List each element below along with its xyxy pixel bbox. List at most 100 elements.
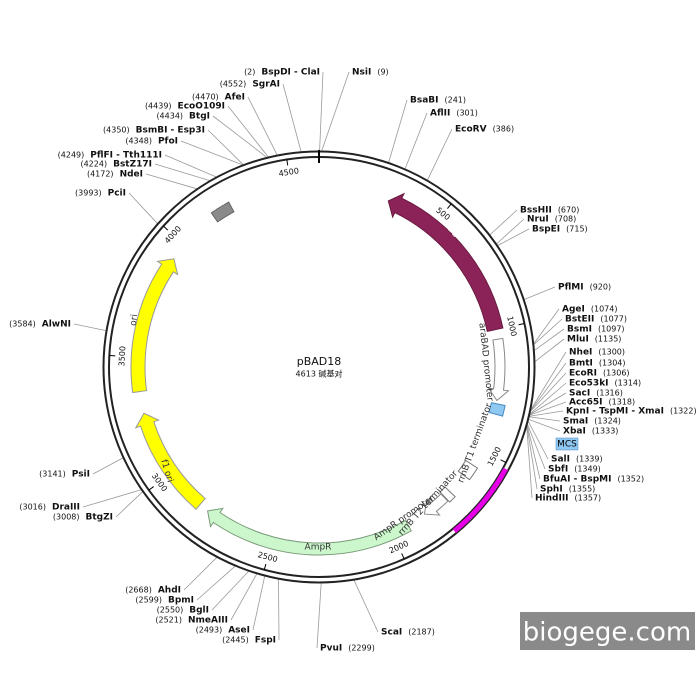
site-position: (2) xyxy=(244,68,255,77)
site-position: (1333) xyxy=(592,427,619,436)
ring-band xyxy=(452,467,508,534)
site-position: (4224) xyxy=(80,160,107,169)
site-line xyxy=(530,362,567,412)
site-position: (1304) xyxy=(599,359,626,368)
site-line xyxy=(316,582,322,649)
site-name: BtgI xyxy=(189,112,210,122)
site-line xyxy=(530,372,567,412)
site-name: BfuAI - BspMI xyxy=(543,475,611,485)
site-name: AhdI xyxy=(158,586,181,596)
site-line xyxy=(526,424,541,480)
tick-mark xyxy=(148,486,155,491)
site-line xyxy=(527,420,549,460)
site-position: (920) xyxy=(590,283,612,292)
tick-mark xyxy=(447,203,452,209)
tick-mark xyxy=(401,553,405,560)
site-line xyxy=(154,163,210,181)
features xyxy=(130,192,510,556)
site-position: (386) xyxy=(493,125,515,134)
site-name: PflMI xyxy=(558,283,584,293)
site-line xyxy=(496,218,525,245)
site-position: (1339) xyxy=(576,455,603,464)
site-position: (1318) xyxy=(609,398,636,407)
site-line xyxy=(319,71,324,152)
site-line xyxy=(526,426,533,499)
site-position: (2493) xyxy=(196,626,223,635)
feature-label: ori xyxy=(129,314,140,327)
feature xyxy=(130,258,179,394)
site-name: NruI xyxy=(527,215,549,225)
site-line xyxy=(388,99,408,163)
site-name: SalI xyxy=(551,455,570,465)
site-line xyxy=(92,457,124,475)
site-position: (1357) xyxy=(575,494,602,503)
site-line xyxy=(73,323,107,332)
site-line xyxy=(533,318,563,345)
site-line xyxy=(230,573,258,621)
site-name: AfeI xyxy=(225,93,245,103)
site-position: (1316) xyxy=(596,389,623,398)
site-line xyxy=(282,83,302,152)
site-line xyxy=(278,579,280,641)
site-position: (2521) xyxy=(155,616,182,625)
feature xyxy=(207,507,412,556)
site-name: PfoI xyxy=(158,137,178,147)
site-position: (4249) xyxy=(58,151,85,160)
watermark-box xyxy=(520,612,695,650)
site-line xyxy=(526,423,546,470)
watermark: biogege.com xyxy=(523,618,691,648)
tick-mark xyxy=(500,459,507,463)
site-name: BspDI - ClaI xyxy=(261,68,320,78)
site-line xyxy=(489,209,518,236)
site-position: (4552) xyxy=(220,80,247,89)
site-line xyxy=(353,579,379,633)
site-line xyxy=(183,557,218,591)
site-position: (2187) xyxy=(408,628,435,637)
site-position: (4348) xyxy=(125,137,152,146)
site-name: FspI xyxy=(255,636,276,646)
site-name: EcoRV xyxy=(455,125,487,135)
site-name: PflFI - Tth111I xyxy=(90,151,162,161)
plasmid-size: 4613 碱基对 xyxy=(296,369,343,379)
site-position: (1324) xyxy=(594,417,621,426)
site-line xyxy=(227,105,269,158)
site-name: AflII xyxy=(430,109,450,119)
feature xyxy=(487,337,510,402)
site-position: (9) xyxy=(377,68,388,77)
site-line xyxy=(247,96,278,156)
site-position: (4434) xyxy=(156,112,183,121)
feature xyxy=(134,412,206,510)
site-line xyxy=(404,112,428,170)
site-lines xyxy=(73,71,567,649)
site-position: (1135) xyxy=(595,335,622,344)
site-name: SgrAI xyxy=(252,80,280,90)
site-position: (3584) xyxy=(9,320,36,329)
site-name: SphI xyxy=(540,485,563,495)
site-name: NheI xyxy=(569,348,592,358)
site-position: (670) xyxy=(558,206,580,215)
site-name: BsmBI - Esp3I xyxy=(136,126,205,136)
feature xyxy=(387,192,504,332)
site-line xyxy=(533,308,560,344)
site-position: (1077) xyxy=(600,315,627,324)
site-name: BstZ17I xyxy=(113,160,152,170)
site-position: (1352) xyxy=(617,475,644,484)
site-line xyxy=(529,382,567,415)
mcs-label-box xyxy=(555,437,579,451)
site-name: Eco53kI xyxy=(569,379,609,389)
site-position: (241) xyxy=(445,96,467,105)
tick-mark xyxy=(263,563,267,570)
site-position: (708) xyxy=(555,215,577,224)
site-name: MluI xyxy=(567,335,589,345)
site-position: (4172) xyxy=(87,170,114,179)
feature-label: AmpR xyxy=(305,543,332,553)
feature-label: MCS xyxy=(557,440,577,450)
feature xyxy=(439,486,456,503)
site-name: BsmI xyxy=(567,325,592,335)
tick-label: 3500 xyxy=(117,346,127,367)
site-line xyxy=(211,570,249,611)
tick-label: 1000 xyxy=(505,315,518,337)
tick-label: 4500 xyxy=(278,166,299,178)
site-line xyxy=(212,115,268,158)
site-position: (4350) xyxy=(103,126,130,135)
